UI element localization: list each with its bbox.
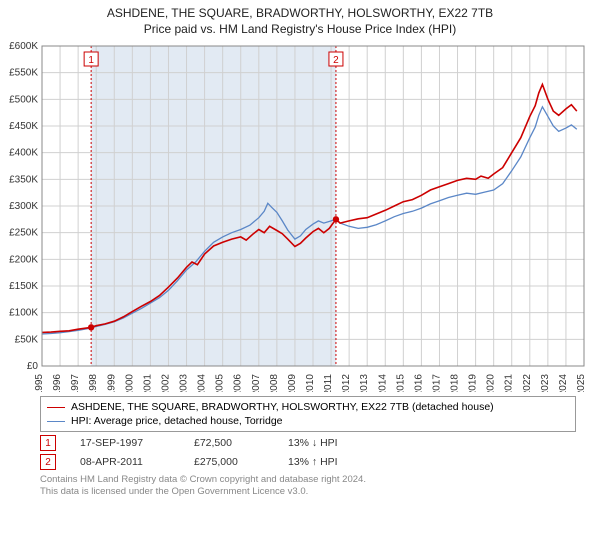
svg-text:2018: 2018 <box>450 374 461 392</box>
svg-text:1995: 1995 <box>34 374 45 392</box>
footnote-line-2: This data is licensed under the Open Gov… <box>40 486 600 498</box>
svg-text:2003: 2003 <box>179 374 190 392</box>
svg-text:2013: 2013 <box>359 374 370 392</box>
transaction-delta-2: 13% ↑ HPI <box>288 456 338 468</box>
price-chart: £0 £50K £100K £150K £200K £250K £300K £350K £400… <box>0 40 600 392</box>
svg-text:2010: 2010 <box>305 374 316 392</box>
svg-text:2016: 2016 <box>413 374 424 392</box>
svg-text:2024: 2024 <box>558 374 569 392</box>
svg-text:£450K: £450K <box>9 121 38 132</box>
legend-swatch-hpi <box>47 421 65 422</box>
svg-text:2004: 2004 <box>197 374 208 392</box>
svg-text:2020: 2020 <box>486 374 497 392</box>
svg-text:2012: 2012 <box>341 374 352 392</box>
svg-text:2: 2 <box>333 55 339 66</box>
svg-text:1997: 1997 <box>70 374 81 392</box>
legend-label-ashdene: ASHDENE, THE SQUARE, BRADWORTHY, HOLSWOR… <box>71 401 494 413</box>
svg-text:2011: 2011 <box>323 374 334 392</box>
svg-text:£400K: £400K <box>9 148 38 159</box>
legend-label-hpi: HPI: Average price, detached house, Torr… <box>71 415 283 427</box>
svg-text:£350K: £350K <box>9 174 38 185</box>
svg-text:£300K: £300K <box>9 201 38 212</box>
svg-text:£550K: £550K <box>9 68 38 79</box>
svg-text:2001: 2001 <box>142 374 153 392</box>
svg-text:2023: 2023 <box>540 374 551 392</box>
svg-text:£50K: £50K <box>15 334 39 345</box>
transaction-row-1: 1 17-SEP-1997 £72,500 13% ↓ HPI <box>40 435 600 451</box>
svg-text:2000: 2000 <box>124 374 135 392</box>
transaction-badge-2: 2 <box>40 454 56 470</box>
svg-text:2015: 2015 <box>395 374 406 392</box>
svg-text:1: 1 <box>88 55 94 66</box>
svg-text:£100K: £100K <box>9 308 38 319</box>
svg-text:2009: 2009 <box>287 374 298 392</box>
svg-text:£600K: £600K <box>9 41 38 52</box>
transaction-badge-1: 1 <box>40 435 56 451</box>
svg-text:2019: 2019 <box>468 374 479 392</box>
footnote: Contains HM Land Registry data © Crown c… <box>40 474 600 499</box>
svg-text:2005: 2005 <box>215 374 226 392</box>
svg-text:2025: 2025 <box>576 374 587 392</box>
transaction-price-2: £275,000 <box>194 456 264 468</box>
transaction-date-1: 17-SEP-1997 <box>80 437 170 449</box>
svg-text:£0: £0 <box>27 361 39 372</box>
svg-text:2021: 2021 <box>504 374 515 392</box>
title-line-2: Price paid vs. HM Land Registry's House … <box>0 20 600 40</box>
legend: ASHDENE, THE SQUARE, BRADWORTHY, HOLSWOR… <box>40 396 576 432</box>
title-line-1: ASHDENE, THE SQUARE, BRADWORTHY, HOLSWOR… <box>0 0 600 20</box>
svg-text:1996: 1996 <box>52 374 63 392</box>
svg-text:2002: 2002 <box>160 374 171 392</box>
svg-text:£250K: £250K <box>9 228 38 239</box>
svg-text:1999: 1999 <box>106 374 117 392</box>
svg-text:2007: 2007 <box>251 374 262 392</box>
svg-text:1998: 1998 <box>88 374 99 392</box>
svg-text:£500K: £500K <box>9 94 38 105</box>
svg-text:2014: 2014 <box>377 374 388 392</box>
svg-text:2008: 2008 <box>269 374 280 392</box>
transaction-price-1: £72,500 <box>194 437 264 449</box>
transaction-date-2: 08-APR-2011 <box>80 456 170 468</box>
svg-text:2017: 2017 <box>431 374 442 392</box>
transaction-delta-1: 13% ↓ HPI <box>288 437 338 449</box>
svg-text:£150K: £150K <box>9 281 38 292</box>
footnote-line-1: Contains HM Land Registry data © Crown c… <box>40 474 600 486</box>
svg-text:2006: 2006 <box>233 374 244 392</box>
legend-swatch-ashdene <box>47 407 65 408</box>
svg-text:2022: 2022 <box>522 374 533 392</box>
transaction-row-2: 2 08-APR-2011 £275,000 13% ↑ HPI <box>40 454 600 470</box>
svg-text:£200K: £200K <box>9 254 38 265</box>
